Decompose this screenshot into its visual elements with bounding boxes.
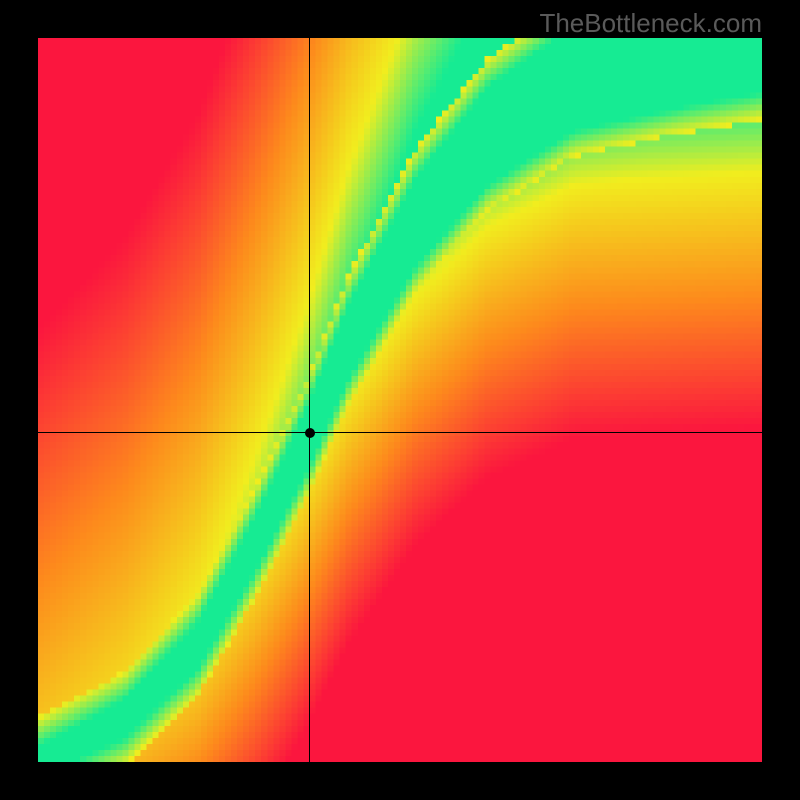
watermark-text: TheBottleneck.com bbox=[539, 8, 762, 39]
chart-stage: TheBottleneck.com bbox=[0, 0, 800, 800]
configuration-marker[interactable] bbox=[305, 428, 315, 438]
crosshair-horizontal bbox=[38, 432, 762, 433]
bottleneck-heatmap bbox=[38, 38, 762, 762]
crosshair-vertical bbox=[309, 38, 310, 762]
